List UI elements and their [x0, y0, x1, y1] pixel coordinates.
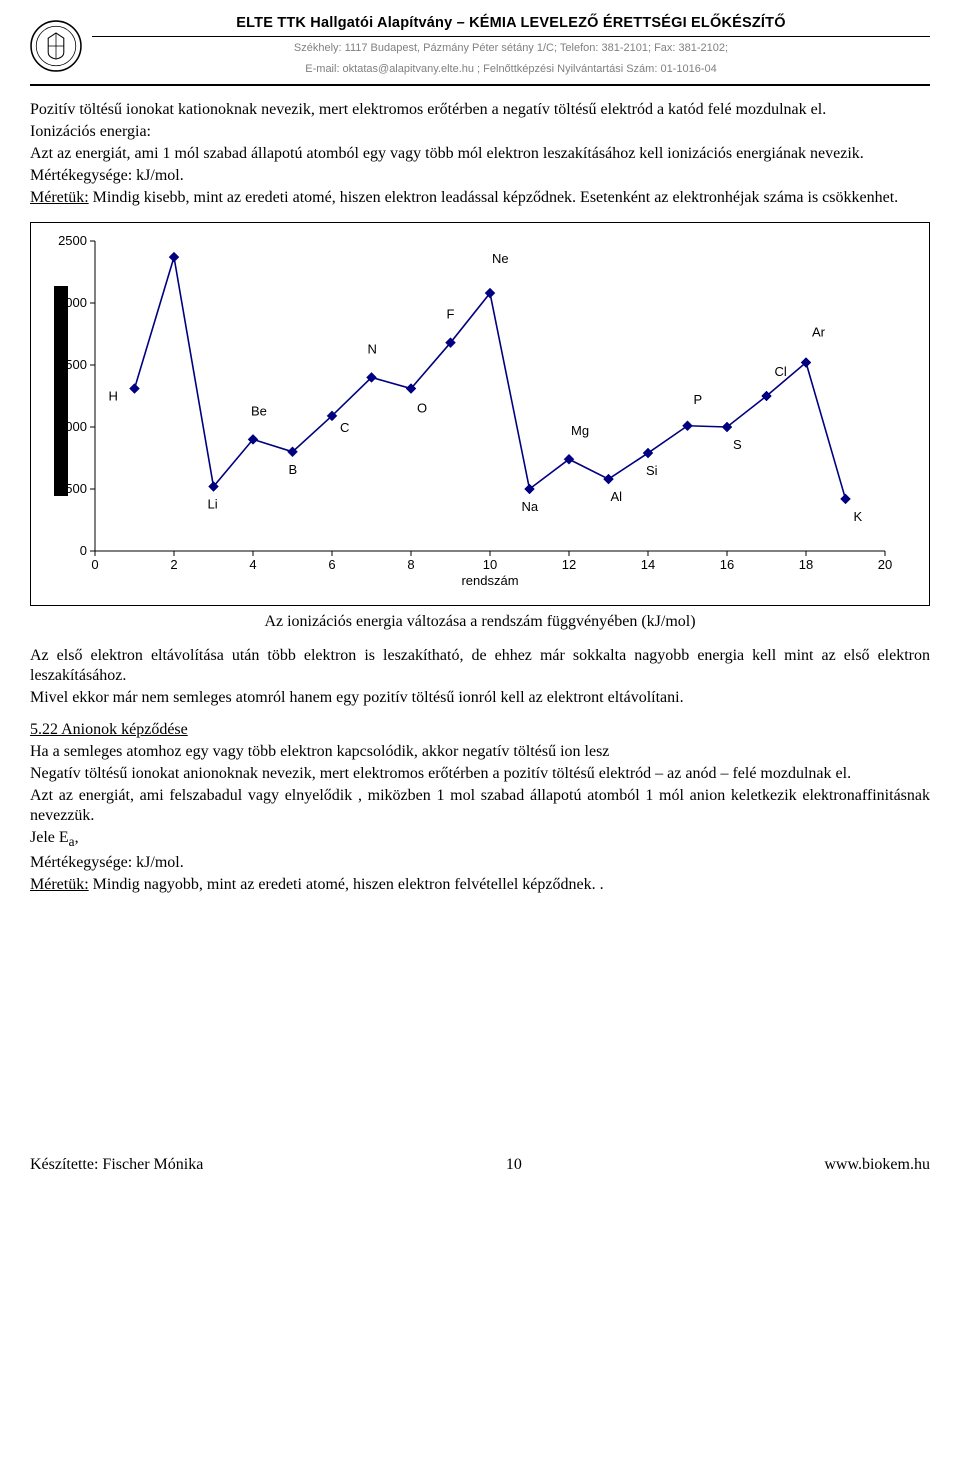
svg-text:Be: Be: [251, 404, 267, 419]
after-chart-text: Az első elektron eltávolítása után több …: [30, 646, 930, 895]
svg-text:K: K: [854, 509, 863, 524]
section-heading: 5.22 Anionok képződése: [30, 720, 930, 740]
footer-right: www.biokem.hu: [824, 1155, 930, 1175]
svg-text:6: 6: [328, 557, 335, 572]
intro-p4-prefix: Méretük:: [30, 189, 89, 206]
intro-p4: Méretük: Mindig kisebb, mint az eredeti …: [30, 188, 930, 208]
intro-p1: Pozitív töltésű ionokat kationoknak neve…: [30, 100, 930, 120]
svg-text:P: P: [694, 392, 703, 407]
body-text: Pozitív töltésű ionokat kationoknak neve…: [30, 100, 930, 208]
svg-text:Na: Na: [522, 499, 539, 514]
svg-text:0: 0: [91, 557, 98, 572]
ionization-energy-chart: 0246810121416182005001000150020002500ren…: [30, 222, 930, 606]
svg-text:8: 8: [407, 557, 414, 572]
svg-text:0: 0: [80, 543, 87, 558]
svg-text:Al: Al: [611, 489, 623, 504]
svg-text:20: 20: [878, 557, 892, 572]
svg-text:500: 500: [65, 481, 87, 496]
footer-left: Készítette: Fischer Mónika: [30, 1155, 203, 1175]
intro-p3: Mértékegysége: kJ/mol.: [30, 166, 930, 186]
crest-logo: [30, 20, 82, 72]
after-p4: Negatív töltésű ionokat anionoknak nevez…: [30, 764, 930, 784]
svg-text:14: 14: [641, 557, 655, 572]
header-address: Székhely: 1117 Budapest, Pázmány Péter s…: [92, 40, 930, 58]
after-p3: Ha a semleges atomhoz egy vagy több elek…: [30, 742, 930, 762]
after-p2: Mivel ekkor már nem semleges atomról han…: [30, 688, 930, 708]
svg-text:H: H: [109, 389, 118, 404]
svg-text:2: 2: [170, 557, 177, 572]
svg-text:Ar: Ar: [812, 325, 826, 340]
svg-text:Ne: Ne: [492, 251, 509, 266]
svg-text:18: 18: [799, 557, 813, 572]
svg-text:F: F: [447, 307, 455, 322]
after-p7: Mértékegysége: kJ/mol.: [30, 853, 930, 873]
header-contact: E-mail: oktatas@alapitvany.elte.hu ; Fel…: [92, 61, 930, 79]
svg-text:10: 10: [483, 557, 497, 572]
svg-text:N: N: [368, 342, 377, 357]
header-top-row: ELTE TTK Hallgatói Alapítvány – KÉMIA LE…: [30, 14, 930, 78]
svg-text:Si: Si: [646, 463, 658, 478]
intro-p2a: Ionizációs energia:: [30, 122, 930, 142]
intro-p4-body: Mindig kisebb, mint az eredeti atomé, hi…: [89, 189, 899, 206]
header-title: ELTE TTK Hallgatói Alapítvány – KÉMIA LE…: [92, 14, 930, 37]
after-p5: Azt az energiát, ami felszabadul vagy el…: [30, 786, 930, 826]
svg-text:B: B: [289, 462, 298, 477]
after-p8-prefix: Méretük:: [30, 876, 89, 893]
svg-text:S: S: [733, 437, 742, 452]
page-footer: Készítette: Fischer Mónika 10 www.biokem…: [30, 1155, 930, 1175]
svg-text:rendszám: rendszám: [461, 573, 518, 588]
after-p6-suffix: ,: [75, 829, 79, 846]
svg-text:4: 4: [249, 557, 256, 572]
after-p8: Méretük: Mindig nagyobb, mint az eredeti…: [30, 875, 930, 895]
page-header: ELTE TTK Hallgatói Alapítvány – KÉMIA LE…: [30, 14, 930, 86]
svg-text:O: O: [417, 401, 427, 416]
svg-text:Mg: Mg: [571, 424, 589, 439]
svg-text:16: 16: [720, 557, 734, 572]
after-p6-prefix: Jele E: [30, 829, 69, 846]
chart-caption: Az ionizációs energia változása a rendsz…: [30, 612, 930, 632]
svg-text:C: C: [340, 420, 349, 435]
after-p1: Az első elektron eltávolítása után több …: [30, 646, 930, 686]
header-title-block: ELTE TTK Hallgatói Alapítvány – KÉMIA LE…: [92, 14, 930, 78]
svg-text:Cl: Cl: [775, 364, 787, 379]
intro-p2b: Azt az energiát, ami 1 mól szabad állapo…: [30, 144, 930, 164]
chart-svg: 0246810121416182005001000150020002500ren…: [35, 231, 905, 591]
after-p8-body: Mindig nagyobb, mint az eredeti atomé, h…: [89, 876, 604, 893]
svg-text:12: 12: [562, 557, 576, 572]
footer-page-number: 10: [506, 1155, 522, 1175]
svg-text:Li: Li: [208, 497, 218, 512]
after-p6: Jele Ea,: [30, 828, 930, 851]
svg-text:2500: 2500: [58, 233, 87, 248]
